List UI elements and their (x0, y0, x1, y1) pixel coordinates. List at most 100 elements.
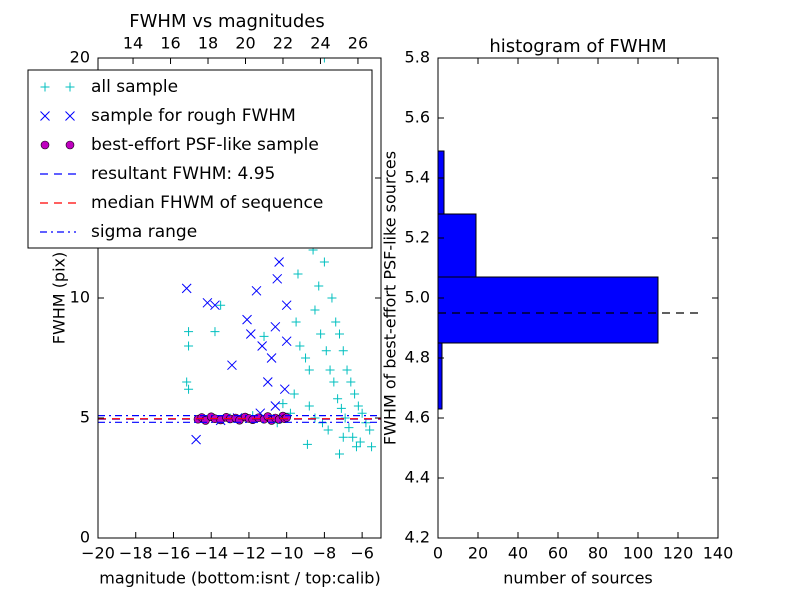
plus-marker (336, 403, 346, 413)
x-axis-label: number of sources (503, 569, 653, 588)
plus-marker (295, 341, 305, 351)
chart-title: FWHM vs magnitudes (129, 11, 324, 32)
x-tick-label: −10 (270, 544, 304, 563)
hist-bar (438, 342, 443, 410)
chart-title: histogram of FWHM (489, 36, 666, 57)
plus-marker (331, 317, 341, 327)
plus-marker (357, 408, 367, 418)
cross-marker (272, 273, 283, 284)
plus-marker (184, 327, 194, 337)
plus-marker (319, 58, 329, 63)
top-tick-label: 24 (310, 34, 330, 53)
x-tick-label: −8 (313, 544, 337, 563)
x-tick-label: 40 (508, 544, 528, 563)
plot-area (438, 150, 659, 410)
cross-marker (266, 353, 277, 363)
plus-marker (334, 329, 344, 339)
plus-marker (346, 377, 356, 387)
plus-marker (278, 399, 288, 409)
y-tick-label: 5.4 (405, 168, 430, 187)
hist-bar (438, 276, 659, 344)
top-tick-label: 26 (348, 34, 368, 53)
top-tick-label: 22 (273, 34, 293, 53)
y-tick-label: 4.6 (405, 408, 430, 427)
legend-label: sample for rough FWHM (91, 106, 296, 126)
cross-marker (281, 336, 292, 347)
top-tick-label: 20 (235, 34, 255, 53)
plus-marker (338, 432, 348, 442)
cross-marker (210, 300, 220, 311)
legend-label: best-effort PSF-like sample (91, 135, 319, 155)
plus-marker (259, 331, 269, 341)
plus-marker (329, 377, 339, 387)
y-tick-label: 5.2 (405, 228, 430, 247)
y-axis-label: FWHM of best-effort PSF-like sources (381, 151, 400, 445)
plus-marker (350, 389, 360, 399)
cross-marker (274, 257, 284, 267)
x-tick-label: −16 (157, 544, 191, 563)
x-tick-label: 80 (588, 544, 608, 563)
plus-marker (216, 300, 226, 310)
legend-box (27, 69, 373, 249)
x-tick-label: 140 (703, 544, 734, 563)
top-tick-label: 14 (123, 34, 143, 53)
y-tick-label: 5.0 (405, 288, 430, 307)
legend-label: sigma range (91, 222, 197, 242)
cross-marker (181, 283, 192, 294)
x-tick-label: −6 (350, 544, 374, 563)
plus-marker (293, 269, 303, 279)
circle-marker (65, 140, 75, 150)
plus-marker (65, 82, 75, 92)
y-tick-label: 4.2 (405, 528, 430, 547)
cross-marker (251, 285, 262, 296)
cross-marker (281, 300, 292, 311)
plus-marker (338, 346, 348, 356)
x-tick-label: −18 (119, 544, 153, 563)
plus-marker (289, 389, 299, 399)
y-tick-label: 5.8 (405, 48, 430, 67)
plus-marker (323, 425, 333, 435)
plus-marker (321, 346, 331, 356)
circle-marker (40, 140, 50, 150)
cross-marker (257, 341, 267, 351)
cross-marker (279, 384, 290, 395)
plus-marker (351, 442, 361, 452)
plus-marker (301, 353, 311, 363)
cross-marker (242, 314, 252, 325)
plus-marker (342, 365, 352, 375)
plus-marker (365, 425, 375, 435)
hist-bar (438, 150, 445, 215)
y-tick-label: 0 (80, 528, 90, 547)
plus-marker (304, 401, 314, 411)
cross-marker (40, 111, 50, 121)
top-tick-label: 18 (198, 34, 218, 53)
x-tick-label: −14 (194, 544, 228, 563)
y-tick-label: 5 (80, 408, 90, 427)
plus-marker (184, 384, 194, 394)
plus-marker (291, 317, 301, 327)
x-tick-label: 100 (623, 544, 654, 563)
x-tick-label: −12 (232, 544, 266, 563)
plus-marker (325, 365, 335, 375)
legend-label: median FHWM of sequence (91, 193, 323, 213)
plus-marker (182, 377, 192, 387)
axes-frame (437, 57, 719, 539)
plus-marker (344, 423, 354, 433)
plus-marker (334, 449, 344, 459)
x-tick-label: 0 (433, 544, 443, 563)
cross-marker (202, 297, 213, 308)
plus-marker (316, 329, 326, 339)
plus-marker (319, 257, 329, 267)
y-tick-label: 20 (70, 48, 90, 67)
plus-marker (210, 327, 220, 337)
cross-marker (65, 111, 75, 121)
plus-marker (184, 341, 194, 351)
cross-marker (191, 434, 201, 445)
plus-marker (333, 394, 343, 404)
y-tick-label: 4.4 (405, 468, 430, 487)
plus-marker (302, 439, 312, 449)
cross-marker (245, 329, 256, 339)
y-tick-label: 10 (70, 288, 90, 307)
x-tick-label: 60 (548, 544, 568, 563)
